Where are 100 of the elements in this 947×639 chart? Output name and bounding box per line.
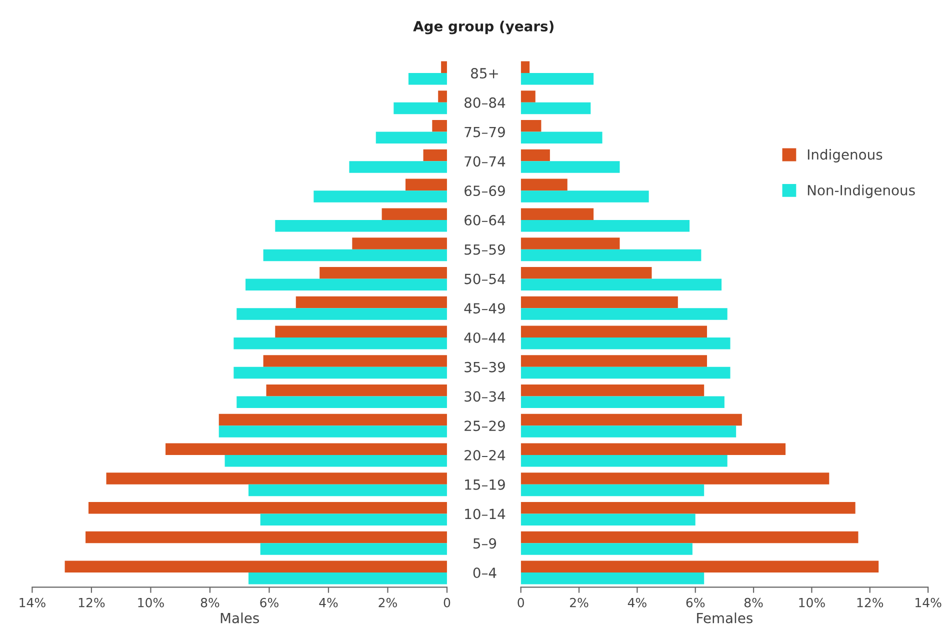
bar (263, 249, 447, 262)
bar (408, 73, 447, 85)
bar (423, 149, 447, 162)
bar (236, 308, 447, 320)
bar (520, 396, 724, 408)
legend-label: Indigenous (808, 149, 882, 162)
bar (234, 337, 447, 350)
bar (520, 90, 536, 102)
bar (314, 190, 447, 202)
bar (275, 326, 447, 338)
bar (376, 132, 447, 144)
x-tick-label: 12% (857, 598, 884, 608)
x-tick-label: 6% (686, 598, 705, 608)
bar (520, 178, 568, 191)
y-tick-label: 30–34 (464, 391, 506, 402)
x-tick-label: 8% (200, 598, 220, 608)
x-axis-title: Males (220, 612, 259, 624)
bar (441, 61, 447, 74)
bar (224, 455, 447, 467)
bar (520, 296, 678, 308)
x-tick-label: 0 (444, 598, 450, 608)
bar (260, 514, 447, 526)
bar (248, 572, 447, 584)
bar (520, 337, 730, 350)
y-tick-label: 25–29 (464, 420, 505, 432)
bar (266, 384, 447, 396)
x-axis-title: Females (697, 612, 752, 624)
bar (520, 366, 730, 379)
y-tick-label: 60–64 (464, 214, 506, 226)
x-tick-label: 2% (378, 598, 397, 608)
bar (432, 120, 447, 132)
x-tick-label: 4% (628, 598, 646, 608)
legend-label: Non-Indigenous (808, 184, 915, 198)
bar (520, 560, 879, 573)
bar (166, 443, 447, 456)
bar (520, 61, 530, 74)
y-tick-label: 45–49 (464, 303, 505, 314)
bar (236, 396, 447, 408)
y-tick-label: 0–4 (473, 568, 496, 578)
bar (218, 414, 447, 426)
y-tick-label: 70–74 (464, 156, 506, 167)
bar (263, 355, 447, 367)
bar (275, 220, 447, 232)
x-tick-label: 2% (570, 598, 588, 608)
y-tick-label: 80–84 (464, 97, 506, 108)
y-tick-label: 35–39 (464, 362, 505, 372)
bar (520, 426, 736, 438)
bar (520, 238, 620, 250)
y-axis-title: Age group (years) (413, 20, 554, 34)
bar (520, 531, 858, 544)
bar (520, 190, 649, 202)
bar (106, 472, 447, 484)
y-tick-label: 55–59 (464, 244, 505, 255)
bar (248, 484, 447, 496)
bar (520, 443, 786, 456)
y-tick-label: 10–14 (465, 508, 506, 520)
bar (438, 90, 447, 102)
y-tick-label: 20–24 (464, 450, 506, 460)
x-tick-label: 8% (744, 598, 763, 608)
x-tick-label: 10% (799, 598, 825, 608)
bar (352, 238, 447, 250)
x-tick-label: 0 (518, 598, 524, 608)
bar (520, 149, 550, 162)
x-tick-label: 12% (78, 598, 105, 608)
bar (260, 543, 447, 555)
bar (520, 384, 704, 396)
bar (520, 266, 652, 279)
bar (349, 161, 447, 173)
bar (64, 560, 447, 573)
y-tick-label: 85+ (471, 68, 498, 79)
x-tick-label: 10% (138, 598, 164, 608)
bar (520, 278, 722, 290)
bar (218, 426, 447, 438)
bar (520, 572, 704, 584)
bar (246, 278, 447, 290)
bar (520, 543, 692, 555)
y-tick-label: 65–69 (464, 186, 505, 196)
bar (520, 514, 696, 526)
y-tick-label: 40–44 (464, 332, 506, 343)
bar (520, 249, 702, 262)
bar (520, 455, 728, 467)
y-tick-label: 50–54 (464, 274, 506, 284)
bar (520, 308, 728, 320)
bar (520, 102, 591, 114)
x-tick-label: 14% (916, 598, 942, 608)
y-tick-label: 75–79 (464, 126, 505, 138)
bar (296, 296, 447, 308)
bar (520, 161, 620, 173)
bar (406, 178, 447, 191)
x-tick-label: 6% (260, 598, 278, 608)
bar (520, 208, 594, 220)
bar (234, 366, 447, 379)
bar (88, 502, 447, 514)
bar (520, 472, 830, 484)
bar (520, 484, 704, 496)
bar (382, 208, 447, 220)
bar (520, 502, 856, 514)
y-tick-label: 15–19 (465, 479, 505, 490)
bar (86, 531, 447, 544)
bar (320, 266, 447, 279)
